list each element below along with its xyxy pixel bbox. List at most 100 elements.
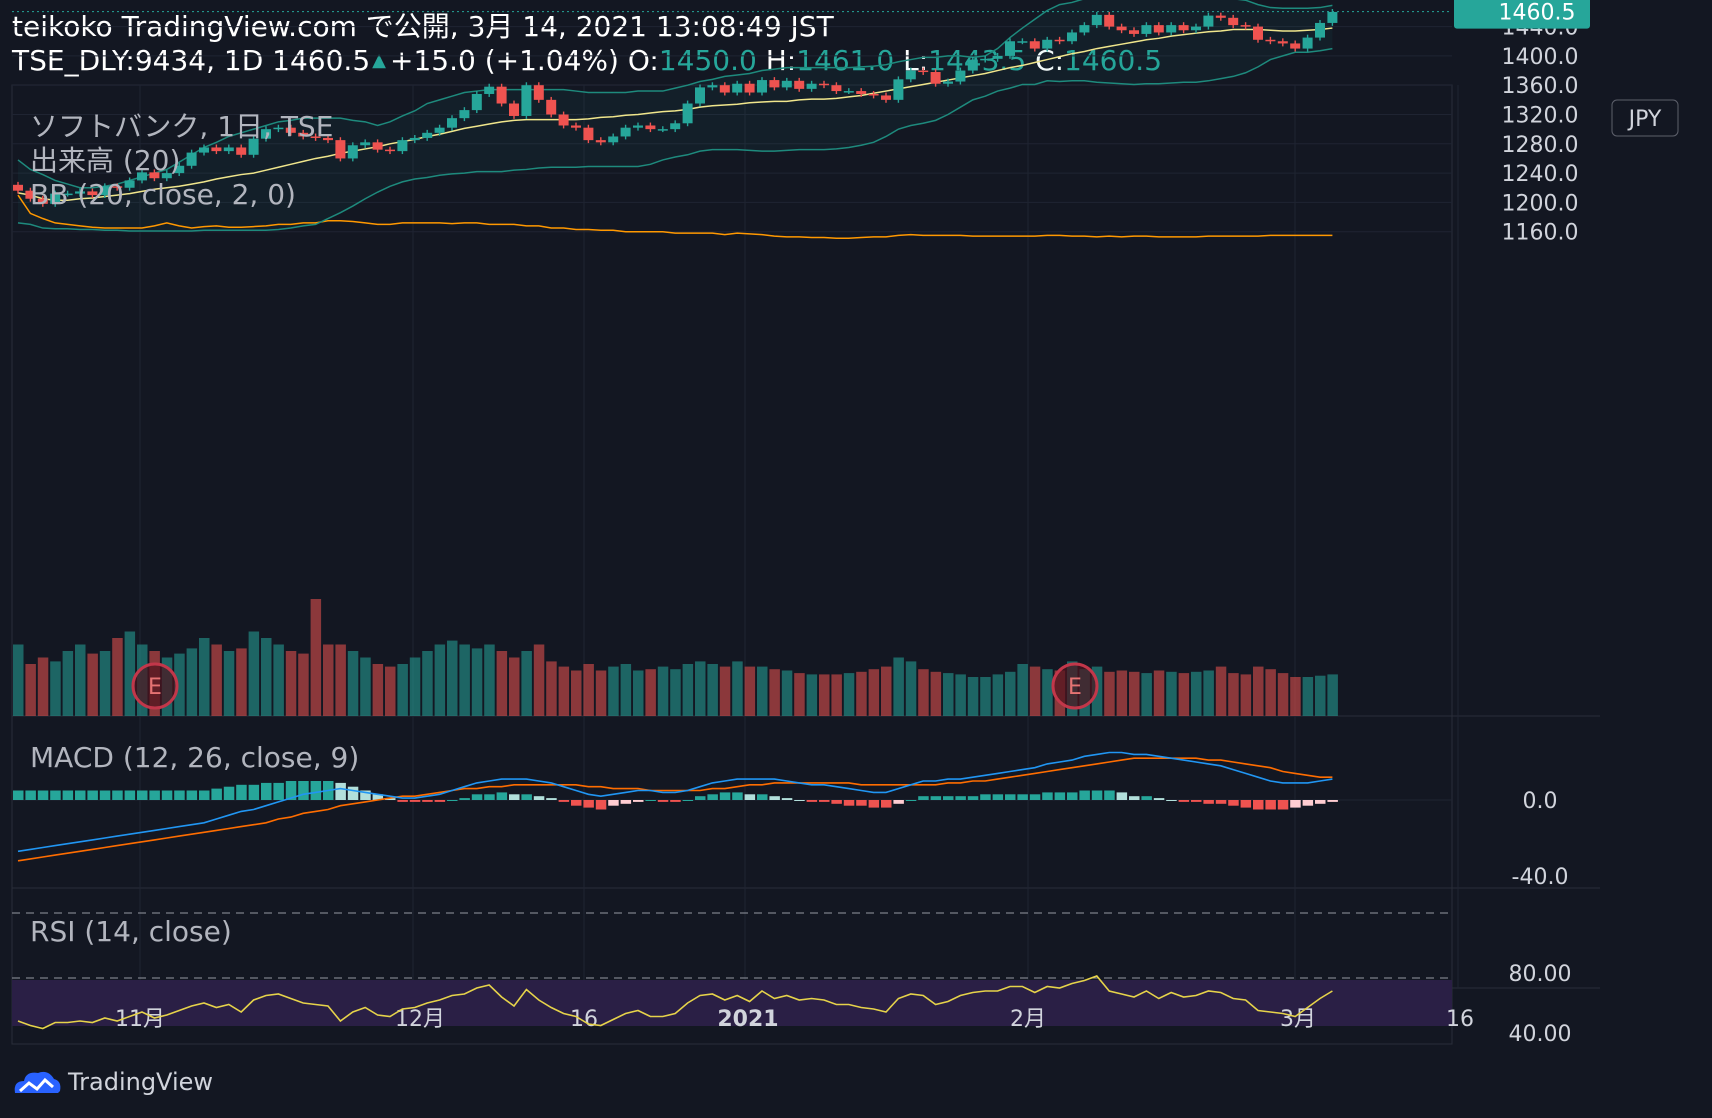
macd-histogram-bar	[1116, 792, 1128, 800]
macd-histogram-bar	[670, 800, 681, 802]
y-tick-label: 1280.0	[1502, 133, 1579, 158]
macd-histogram-bar	[695, 796, 706, 800]
candle-body	[707, 85, 718, 88]
volume-bar	[893, 657, 904, 716]
candle-body	[285, 127, 296, 133]
candle-body	[161, 173, 172, 179]
macd-histogram-bar	[50, 790, 61, 800]
open-value: 1450.0	[658, 44, 757, 77]
y-tick-label: 1160.0	[1502, 221, 1579, 246]
volume-bar	[236, 648, 247, 716]
volume-bar	[732, 661, 743, 716]
candle-body	[1265, 39, 1276, 42]
macd-histogram-bar	[657, 800, 669, 802]
volume-bar	[62, 651, 74, 716]
volume-bar	[1290, 677, 1301, 716]
candle-body	[248, 138, 259, 155]
candle-body	[843, 91, 854, 93]
macd-histogram-bar	[992, 794, 1004, 800]
x-tick-label: 2月	[1010, 1007, 1046, 1032]
candle-body	[223, 147, 234, 152]
macd-histogram-bar	[918, 796, 929, 800]
candle-body	[1215, 15, 1226, 18]
x-tick-label: 3月	[1280, 1007, 1316, 1032]
macd-histogram-bar	[533, 796, 545, 800]
candle-body	[25, 190, 36, 199]
volume-bar	[409, 657, 421, 716]
macd-histogram-bar	[25, 790, 36, 800]
macd-histogram-bar	[1290, 800, 1301, 808]
macd-histogram-bar	[620, 800, 632, 804]
candle-body	[831, 85, 842, 92]
macd-histogram-bar	[236, 784, 247, 800]
macd-histogram-bar	[99, 790, 111, 800]
macd-histogram-bar	[1042, 792, 1053, 800]
macd-histogram-bar	[571, 800, 582, 806]
volume-bar	[930, 671, 942, 716]
macd-histogram-bar	[595, 800, 607, 810]
volume-bar	[422, 651, 433, 716]
candle-body	[794, 80, 805, 89]
macd-histogram-bar	[1240, 800, 1252, 808]
candle-body	[310, 136, 321, 138]
candle-body	[918, 70, 929, 73]
volume-bar	[695, 661, 706, 716]
volume-bar	[620, 664, 632, 716]
macd-histogram-bar	[1054, 792, 1066, 800]
candle-body	[1290, 43, 1301, 49]
last-price-text: 1460.5	[1499, 1, 1576, 26]
macd-histogram-bar	[1017, 794, 1028, 800]
candle-body	[595, 140, 606, 143]
macd-histogram-bar	[769, 796, 780, 800]
volume-bar	[856, 671, 867, 716]
volume-bar	[521, 651, 532, 716]
candle-body	[50, 193, 61, 204]
candle-body	[757, 80, 767, 93]
bb-upper-line	[17, 0, 1333, 189]
macd-histogram-bar	[1091, 790, 1103, 800]
volume-bar	[1029, 666, 1041, 716]
macd-histogram-bar	[199, 790, 210, 800]
candle-body	[1228, 17, 1239, 26]
candle-body	[99, 186, 110, 196]
earnings-marker	[131, 662, 179, 710]
legend-rsi: RSI (14, close)	[30, 915, 232, 948]
macd-histogram-bar	[967, 796, 979, 800]
macd-histogram-bar	[1191, 800, 1202, 802]
macd-histogram-bar	[707, 794, 718, 800]
macd-histogram-bar	[1203, 800, 1214, 804]
volume-bar	[1203, 670, 1214, 716]
volume-bar	[310, 599, 322, 716]
ohlc-info: TSE_DLY:9434, 1D 1460.5 ▲ +15.0 (+1.04%) O…	[12, 44, 1162, 78]
volume-bar	[707, 664, 718, 716]
candle-body	[670, 123, 681, 130]
candle-body	[732, 83, 743, 93]
macd-histogram-bar	[893, 800, 904, 804]
macd-histogram-bar	[335, 782, 346, 800]
candle-body	[496, 86, 507, 104]
macd-histogram-bar	[1166, 800, 1177, 801]
tradingview-brand[interactable]: TradingView	[12, 1064, 213, 1100]
volume-bar	[633, 670, 644, 716]
volume-bar	[1017, 664, 1028, 716]
candle-body	[620, 127, 631, 137]
x-tick-label: 16	[570, 1007, 598, 1032]
macd-histogram-bar	[819, 800, 830, 802]
volume-bar	[1116, 670, 1128, 716]
candle-body	[695, 87, 705, 104]
x-tick-label: 2021	[717, 1007, 778, 1032]
candle-body	[980, 58, 991, 61]
legend-macd: MACD (12, 26, close, 9)	[30, 741, 359, 774]
candle-body	[905, 70, 916, 80]
volume-bar	[186, 648, 198, 716]
candle-body	[1054, 39, 1065, 42]
volume-bar	[682, 664, 694, 716]
candle-body	[1091, 14, 1102, 26]
volume-bar	[1153, 670, 1165, 716]
candle-body	[819, 83, 829, 86]
volume-bar	[608, 666, 619, 716]
macd-histogram-bar	[409, 800, 421, 802]
candle-body	[422, 132, 433, 138]
volume-bar	[831, 674, 842, 716]
